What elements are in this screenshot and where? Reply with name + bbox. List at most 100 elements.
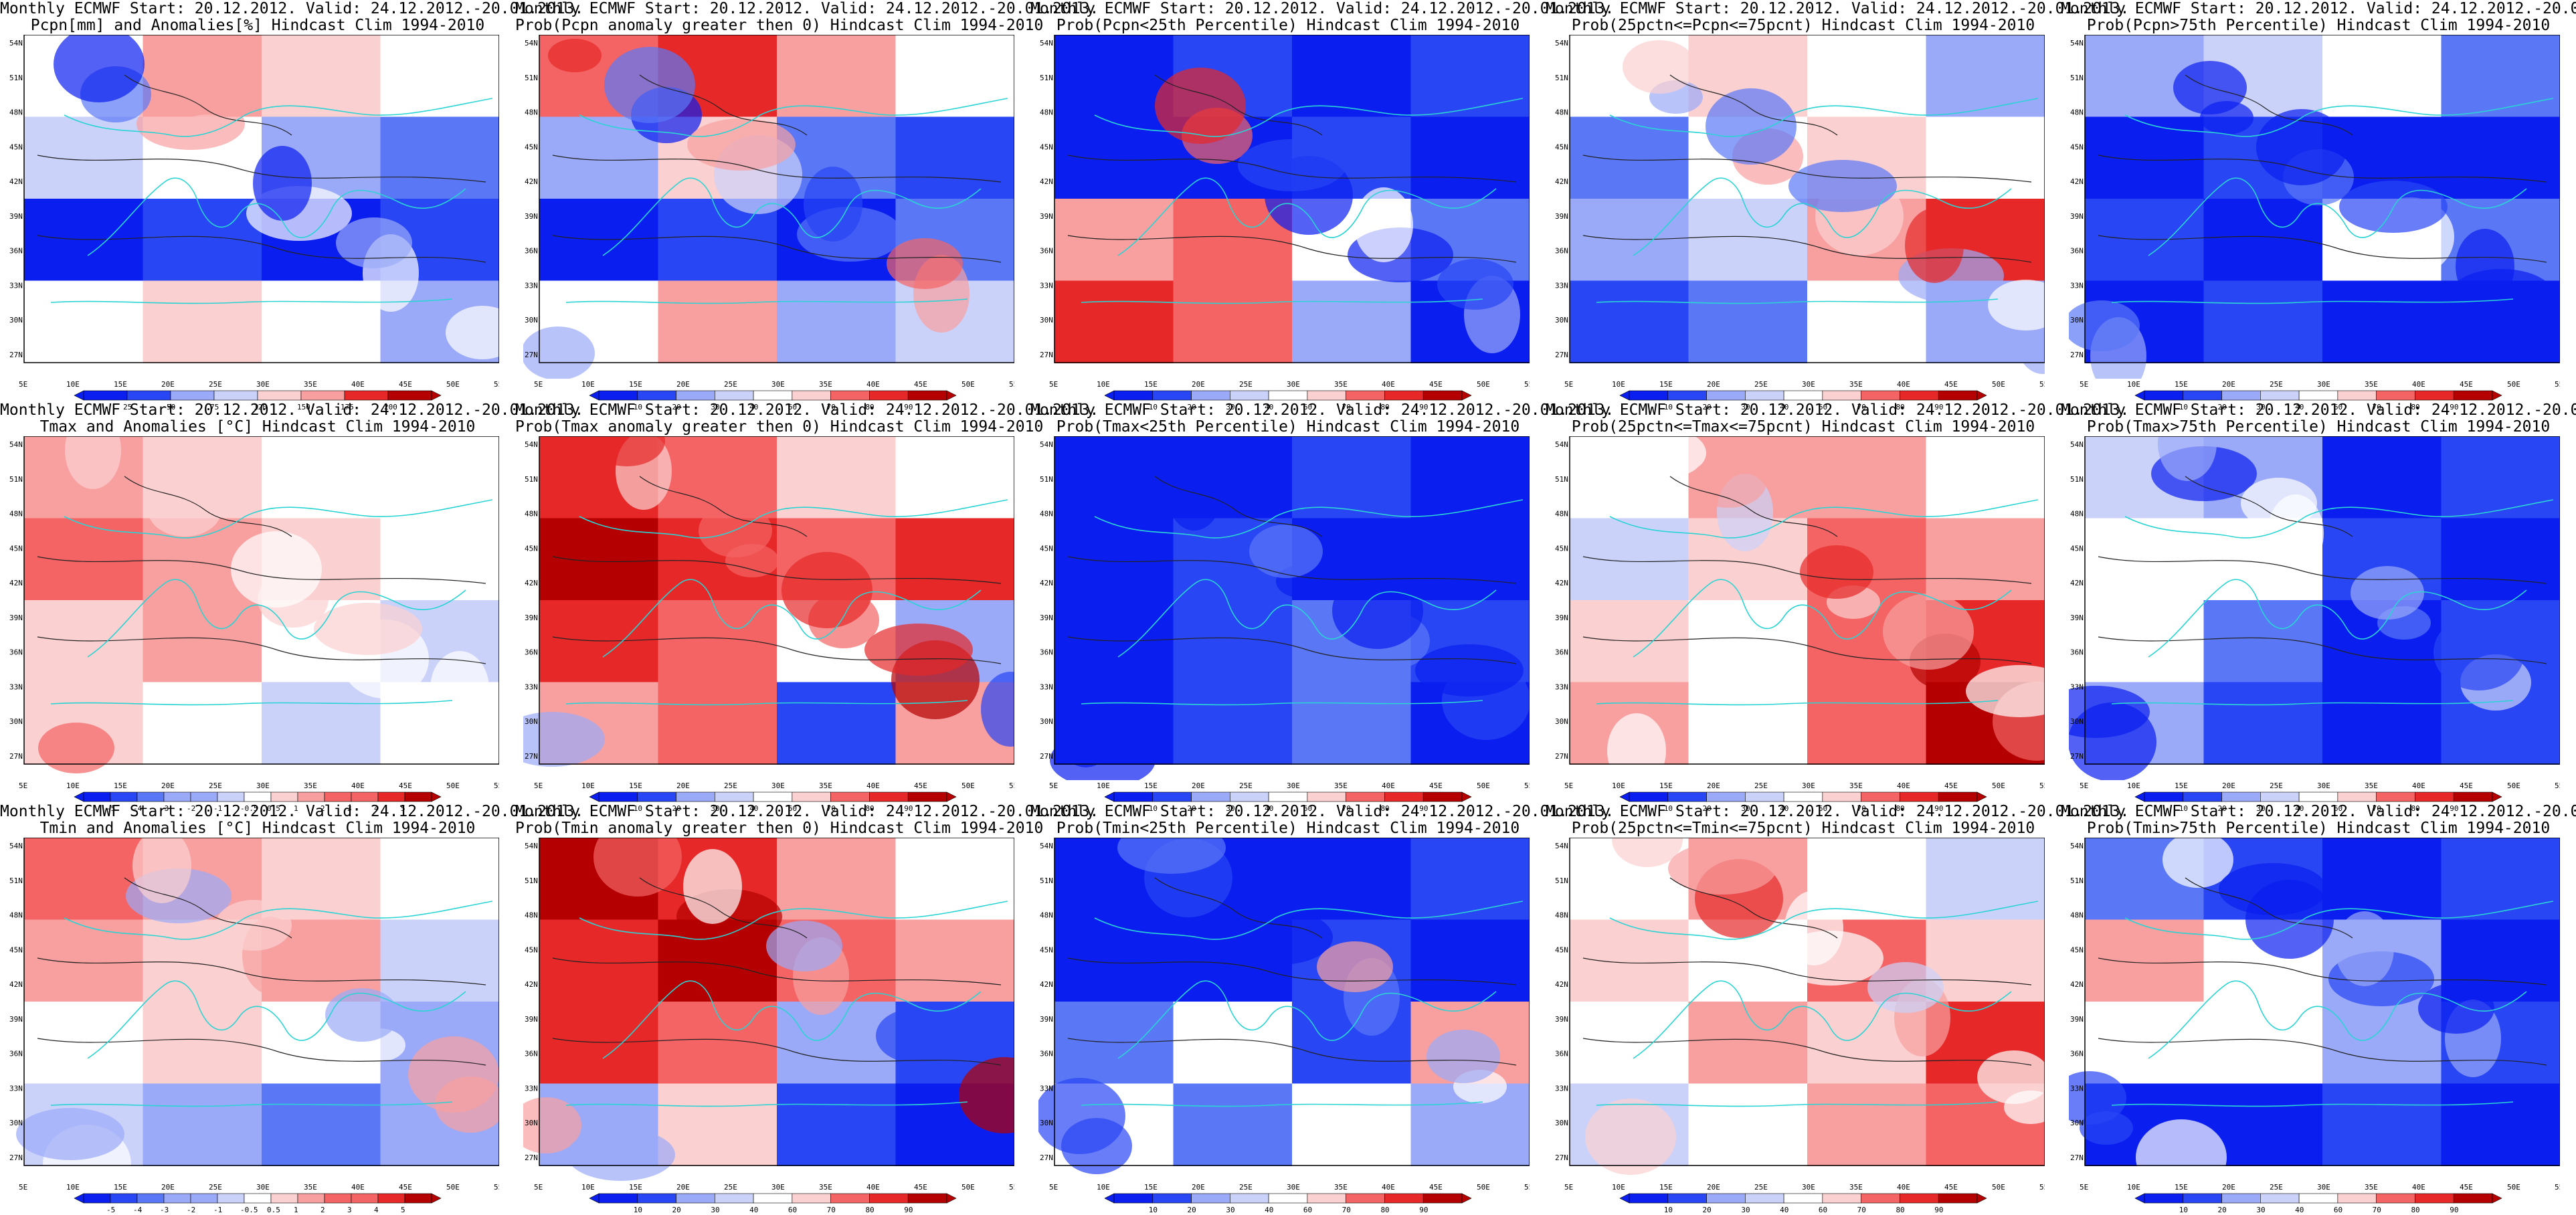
lon-tick-label: 15E — [1659, 781, 1673, 790]
anomaly-blob — [1668, 842, 1776, 895]
lat-tick-label: 30N — [2070, 717, 2084, 726]
anomaly-fill-cell — [1688, 1083, 1808, 1166]
lon-tick-label: 10E — [1612, 380, 1625, 389]
colorbar-arrow-high — [2492, 390, 2502, 401]
lat-tick-label: 51N — [9, 876, 23, 885]
lon-tick-label: 35E — [1334, 1183, 1348, 1192]
colorbar-swatch — [1861, 791, 1900, 802]
lat-tick-label: 39N — [2070, 1015, 2084, 1024]
colorbar-label: 30 — [711, 403, 719, 411]
colorbar: 10 20 30 40 60 70 80 90 — [2134, 1193, 2502, 1214]
anomaly-fill-cell — [539, 199, 659, 282]
lon-tick-label: 15E — [629, 781, 642, 790]
colorbar-label: 20 — [2218, 804, 2227, 813]
lon-tick-label: 10E — [1612, 1183, 1625, 1192]
anomaly-fill-cell — [380, 116, 499, 199]
colorbar-arrow-low — [589, 791, 600, 802]
colorbar-label: 30 — [1226, 403, 1234, 411]
colorbar-label: 1 — [294, 804, 298, 813]
colorbar-label: 90 — [1419, 804, 1428, 813]
lon-tick-label: 35E — [1849, 781, 1863, 790]
lat-tick-label: 42N — [525, 579, 538, 587]
anomaly-blob — [2335, 911, 2394, 986]
anomaly-fill-cell — [1054, 116, 1174, 199]
colorbar-label: 20 — [672, 403, 681, 411]
lon-tick-label: 45E — [914, 781, 927, 790]
anomaly-fill-cell — [380, 919, 499, 1002]
colorbar-label: 20 — [672, 1206, 681, 1214]
lat-tick-label: 33N — [1555, 682, 1568, 691]
coastline — [1081, 901, 1524, 1107]
lat-tick-label: 51N — [9, 74, 23, 82]
colorbar-label: -0.5 — [240, 804, 258, 813]
lat-tick-label: 39N — [1555, 212, 1568, 221]
lon-tick-label: 40E — [1382, 1183, 1395, 1192]
anomaly-fill-cell — [895, 436, 1014, 519]
colorbar-swatch — [136, 791, 165, 802]
lon-tick-label: 50E — [961, 781, 975, 790]
colorbar-swatch — [213, 390, 258, 401]
lon-axis: 5E 10E 15E 20E 25E 30E 35E 40E 45E 50E 55E — [1564, 380, 2045, 389]
colorbar-swatch — [715, 1193, 754, 1204]
anomaly-fill-cell — [2085, 600, 2205, 683]
colorbar-swatch — [1822, 791, 1861, 802]
colorbar-label: 30 — [1741, 1206, 1750, 1214]
anomaly-blob — [1966, 665, 2045, 717]
lon-tick-label: 25E — [1754, 1183, 1768, 1192]
lat-tick-label: 48N — [9, 510, 23, 519]
forecast-map: 54N 51N 48N 45N 42N 39N 36N 33N 30N 27N — [523, 436, 1014, 767]
lon-tick-label: 25E — [1239, 380, 1253, 389]
anomaly-fill-cell — [2085, 518, 2205, 601]
lat-tick-label: 39N — [1040, 614, 1053, 622]
panel-title-line1: Monthly ECMWF Start: 20.12.2012. Valid: … — [0, 803, 584, 820]
map-panel-pcpn-prob-gt75: Monthly ECMWF Start: 20.12.2012. Valid: … — [2061, 0, 2576, 411]
colorbar-swatch — [1783, 1193, 1823, 1204]
lat-tick-label: 36N — [525, 1050, 538, 1058]
lat-tick-label: 42N — [1555, 579, 1568, 587]
colorbar-label: 40 — [749, 804, 758, 813]
colorbar-label: 20 — [1188, 804, 1196, 813]
lon-axis: 5E 10E 15E 20E 25E 30E 35E 40E 45E 50E 55E — [19, 781, 499, 790]
colorbar-label: 40 — [1265, 403, 1273, 411]
lat-tick-label: 30N — [1555, 1119, 1568, 1127]
lat-tick-label: 54N — [9, 842, 23, 850]
colorbar-arrow-low — [74, 791, 84, 802]
anomaly-fill-cell — [262, 682, 381, 765]
lon-axis: 5E 10E 15E 20E 25E 30E 35E 40E 45E 50E 55E — [2080, 1183, 2560, 1192]
lon-tick-label: 45E — [399, 380, 412, 389]
anomaly-fill-cell — [1054, 1002, 1174, 1085]
colorbar-swatch — [300, 390, 345, 401]
colorbar-swatch — [2376, 791, 2415, 802]
colorbar-label: 90 — [904, 1206, 913, 1214]
map-field — [1570, 838, 2045, 1175]
lat-tick-label: 51N — [1040, 475, 1053, 484]
climatology-contour — [1067, 877, 1517, 1066]
colorbar-swatch — [2221, 1193, 2261, 1204]
coastline — [50, 901, 493, 1107]
colorbar-swatch — [377, 791, 405, 802]
colorbar-swatch — [377, 1193, 405, 1204]
colorbar-arrow-high — [1976, 791, 1987, 802]
map-frame — [1569, 838, 2045, 1166]
lat-tick-label: 48N — [2070, 510, 2084, 519]
anomaly-fill-cell — [2441, 518, 2560, 601]
lat-tick-label: 51N — [525, 74, 538, 82]
colorbar-label: 10 — [2179, 1206, 2188, 1214]
lat-tick-label: 54N — [1040, 440, 1053, 449]
colorbar-label: 10 — [634, 1206, 642, 1214]
lon-tick-label: 5E — [19, 380, 27, 389]
colorbar-label: 40 — [749, 1206, 758, 1214]
forecast-map: 54N 51N 48N 45N 42N 39N 36N 33N 30N 27N — [1040, 436, 1530, 780]
colorbar-label: 150 — [297, 403, 310, 411]
colorbar-label: 30 — [2256, 804, 2265, 813]
forecast-map: 54N 51N 48N 45N 42N 39N 36N 33N 30N 27N — [523, 838, 1014, 1181]
colorbar-swatch — [1629, 390, 1669, 401]
lat-tick-label: 39N — [525, 1015, 538, 1024]
anomaly-fill-cell — [24, 600, 144, 683]
climatology-contour — [552, 74, 1002, 263]
lat-tick-label: 30N — [525, 1119, 538, 1127]
lon-tick-label: 20E — [1192, 380, 1205, 389]
lat-tick-label: 36N — [1555, 648, 1568, 657]
colorbar-label: 70 — [1857, 804, 1866, 813]
